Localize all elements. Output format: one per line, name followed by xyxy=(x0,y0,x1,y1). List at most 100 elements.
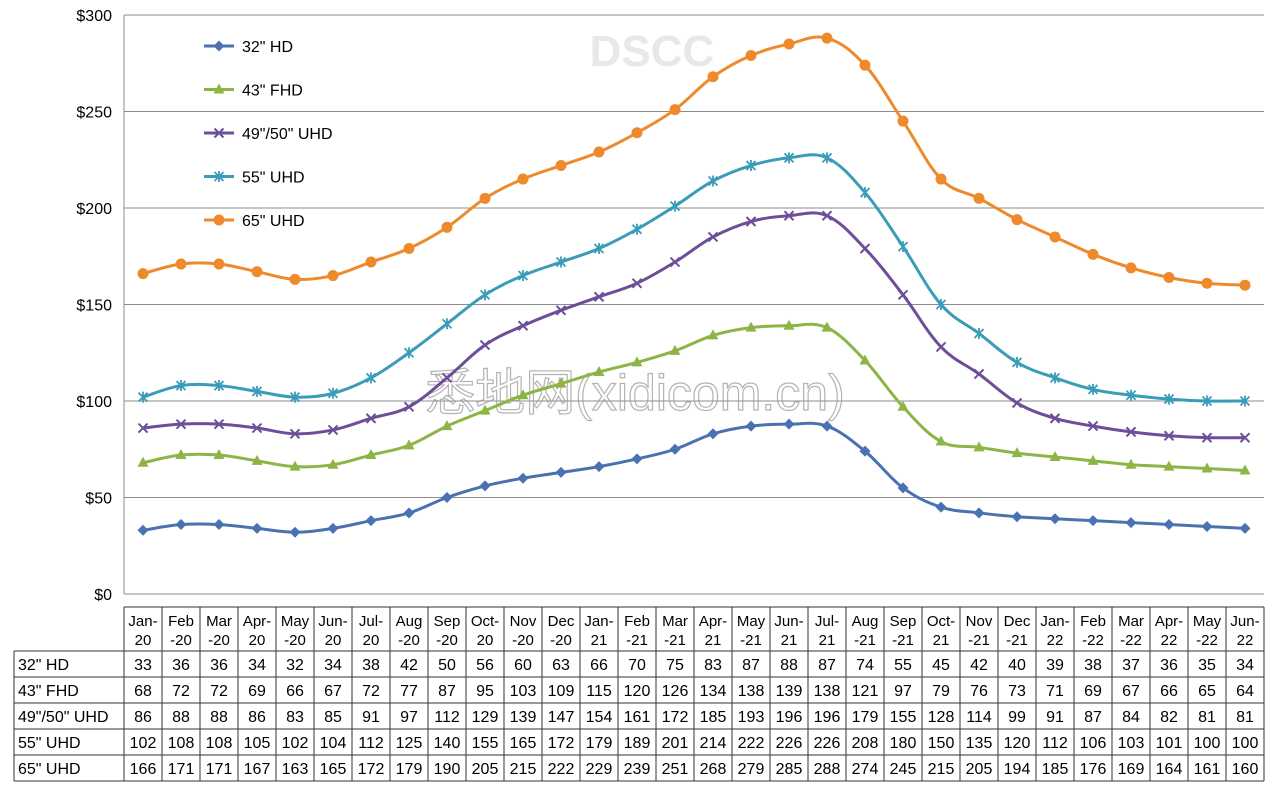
x-tick-label: Jan- xyxy=(128,613,157,630)
x-tick-label: Sep xyxy=(890,613,917,630)
data-point xyxy=(1049,372,1061,384)
data-point xyxy=(669,200,681,212)
table-cell: 229 xyxy=(586,761,613,778)
table-cell: 140 xyxy=(434,735,461,752)
table-cell: 97 xyxy=(400,709,418,726)
x-tick-label: 21 xyxy=(591,632,608,649)
data-point xyxy=(707,329,719,340)
y-tick-label: $100 xyxy=(76,394,112,411)
data-point xyxy=(593,146,605,158)
data-point xyxy=(403,401,415,412)
table-cell: 36 xyxy=(1160,657,1178,674)
table-cell: 138 xyxy=(738,683,765,700)
data-point xyxy=(935,299,947,310)
y-tick-label: $200 xyxy=(76,201,112,218)
x-tick-label: Aug xyxy=(396,613,423,630)
table-cell: 35 xyxy=(1198,657,1216,674)
table-cell: 87 xyxy=(438,683,456,700)
table-cell: 95 xyxy=(476,683,494,700)
table-cell: 134 xyxy=(700,683,727,700)
data-point xyxy=(555,466,567,478)
watermark-dscc: DSCC xyxy=(590,27,715,76)
table-cell: 268 xyxy=(700,761,727,778)
table-cell: 155 xyxy=(890,709,917,726)
table-cell: 33 xyxy=(134,657,152,674)
data-point xyxy=(555,377,567,388)
table-cell: 215 xyxy=(510,761,537,778)
data-point xyxy=(1087,454,1099,465)
x-tick-label: -20 xyxy=(436,632,458,649)
x-tick-label: 20 xyxy=(477,632,494,649)
x-tick-label: Jul- xyxy=(359,613,383,630)
x-tick-label: Feb xyxy=(624,613,650,630)
data-point xyxy=(859,243,871,254)
data-point xyxy=(517,173,529,185)
table-row-label: 32" HD xyxy=(18,657,69,674)
data-point xyxy=(327,522,339,534)
table-cell: 87 xyxy=(818,657,836,674)
x-tick-label: 20 xyxy=(135,632,152,649)
table-cell: 34 xyxy=(324,657,342,674)
data-point xyxy=(517,472,529,484)
table-cell: 172 xyxy=(358,761,385,778)
data-point xyxy=(1049,231,1061,243)
data-point xyxy=(669,256,681,268)
table-cell: 180 xyxy=(890,735,917,752)
x-tick-label: -21 xyxy=(854,632,876,649)
legend-label: 55" UHD xyxy=(242,170,305,187)
x-tick-label: Apr- xyxy=(243,613,271,630)
table-cell: 36 xyxy=(172,657,190,674)
data-point xyxy=(1163,271,1175,283)
data-point xyxy=(555,305,567,316)
x-tick-label: Jul- xyxy=(815,613,839,630)
data-point xyxy=(1049,513,1061,525)
table-cell: 105 xyxy=(244,735,271,752)
x-tick-label: Apr- xyxy=(1155,613,1183,630)
data-point xyxy=(745,50,757,62)
table-cell: 83 xyxy=(704,657,722,674)
data-point xyxy=(1011,447,1023,458)
data-point xyxy=(137,268,149,280)
data-point xyxy=(973,192,985,204)
data-point xyxy=(1239,522,1251,534)
y-axis: $0 $50 $100 $150 $200 $250 $300 xyxy=(76,8,125,604)
data-point xyxy=(441,221,453,233)
legend-item: 55" UHD xyxy=(204,170,305,187)
data-point xyxy=(897,289,909,301)
table-cell: 71 xyxy=(1046,683,1064,700)
x-tick-label: 21 xyxy=(705,632,722,649)
table-cell: 75 xyxy=(666,657,684,674)
data-point xyxy=(1239,432,1251,443)
data-point xyxy=(821,210,833,221)
table-cell: 99 xyxy=(1008,709,1026,726)
x-tick-label: Apr- xyxy=(699,613,727,630)
table-cell: 165 xyxy=(320,761,347,778)
data-point xyxy=(707,71,719,83)
table-cell: 34 xyxy=(1236,657,1254,674)
data-point xyxy=(593,366,605,377)
data-point xyxy=(593,291,605,302)
table-cell: 190 xyxy=(434,761,461,778)
data-point xyxy=(631,356,643,367)
table-cell: 83 xyxy=(286,709,304,726)
x-tick-label: -20 xyxy=(512,632,534,649)
x-tick-label: -20 xyxy=(550,632,572,649)
table-cell: 103 xyxy=(1118,735,1145,752)
data-point xyxy=(669,443,681,455)
data-point xyxy=(821,321,833,332)
table-cell: 37 xyxy=(1122,657,1140,674)
x-tick-label: 21 xyxy=(781,632,798,649)
data-point xyxy=(175,519,187,531)
x-tick-label: -20 xyxy=(170,632,192,649)
x-tick-label: -22 xyxy=(1120,632,1142,649)
table-cell: 84 xyxy=(1122,709,1140,726)
data-point xyxy=(175,258,187,270)
data-point xyxy=(251,422,263,434)
data-point xyxy=(555,256,567,268)
data-point xyxy=(783,152,795,164)
data-point xyxy=(1163,519,1175,531)
data-point xyxy=(859,187,871,199)
series-1 xyxy=(137,319,1251,475)
x-tick-label: Nov xyxy=(510,613,537,630)
x-tick-label: Aug xyxy=(852,613,879,630)
